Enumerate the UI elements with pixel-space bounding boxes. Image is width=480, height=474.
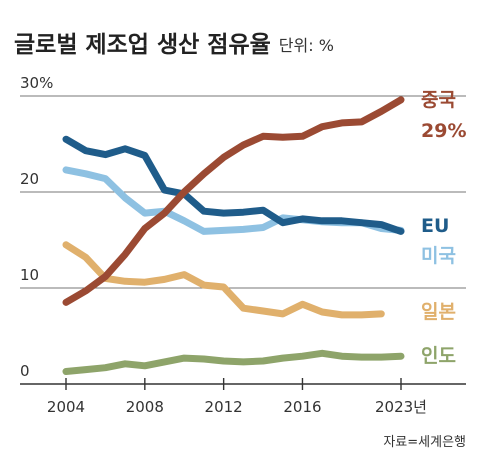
y-tick-label: 0 xyxy=(20,362,30,380)
y-tick-label: 20 xyxy=(20,170,39,188)
series-label-eu: EU xyxy=(421,215,449,237)
series-line-japan xyxy=(62,241,385,319)
grid: 0 10 20 30% xyxy=(20,74,466,385)
series-label-china: 중국 xyxy=(421,89,456,111)
series-line-india xyxy=(62,349,405,375)
series-line-eu xyxy=(62,135,405,235)
y-tick-label: 30% xyxy=(20,74,53,92)
x-tick-label: 2012 xyxy=(205,398,243,416)
source-label: 자료=세계은행 xyxy=(383,434,466,450)
chart-title: 글로벌 제조업 생산 점유율 xyxy=(14,32,271,58)
series-label-india: 인도 xyxy=(421,345,456,367)
series-end-value-china: 29% xyxy=(421,120,466,142)
x-tick-label: 2023년 xyxy=(375,398,427,416)
x-axis: 2004 2008 2012 2016 2023년 xyxy=(47,378,427,416)
series-lines xyxy=(62,96,405,375)
series-label-japan: 일본 xyxy=(421,301,456,323)
unit-label: 단위: % xyxy=(279,36,334,55)
x-tick-label: 2008 xyxy=(126,398,164,416)
x-tick-label: 2004 xyxy=(47,398,85,416)
x-tick-label: 2016 xyxy=(283,398,321,416)
series-label-usa: 미국 xyxy=(421,245,456,267)
y-tick-label: 10 xyxy=(20,266,39,284)
series-line-china xyxy=(62,96,405,306)
